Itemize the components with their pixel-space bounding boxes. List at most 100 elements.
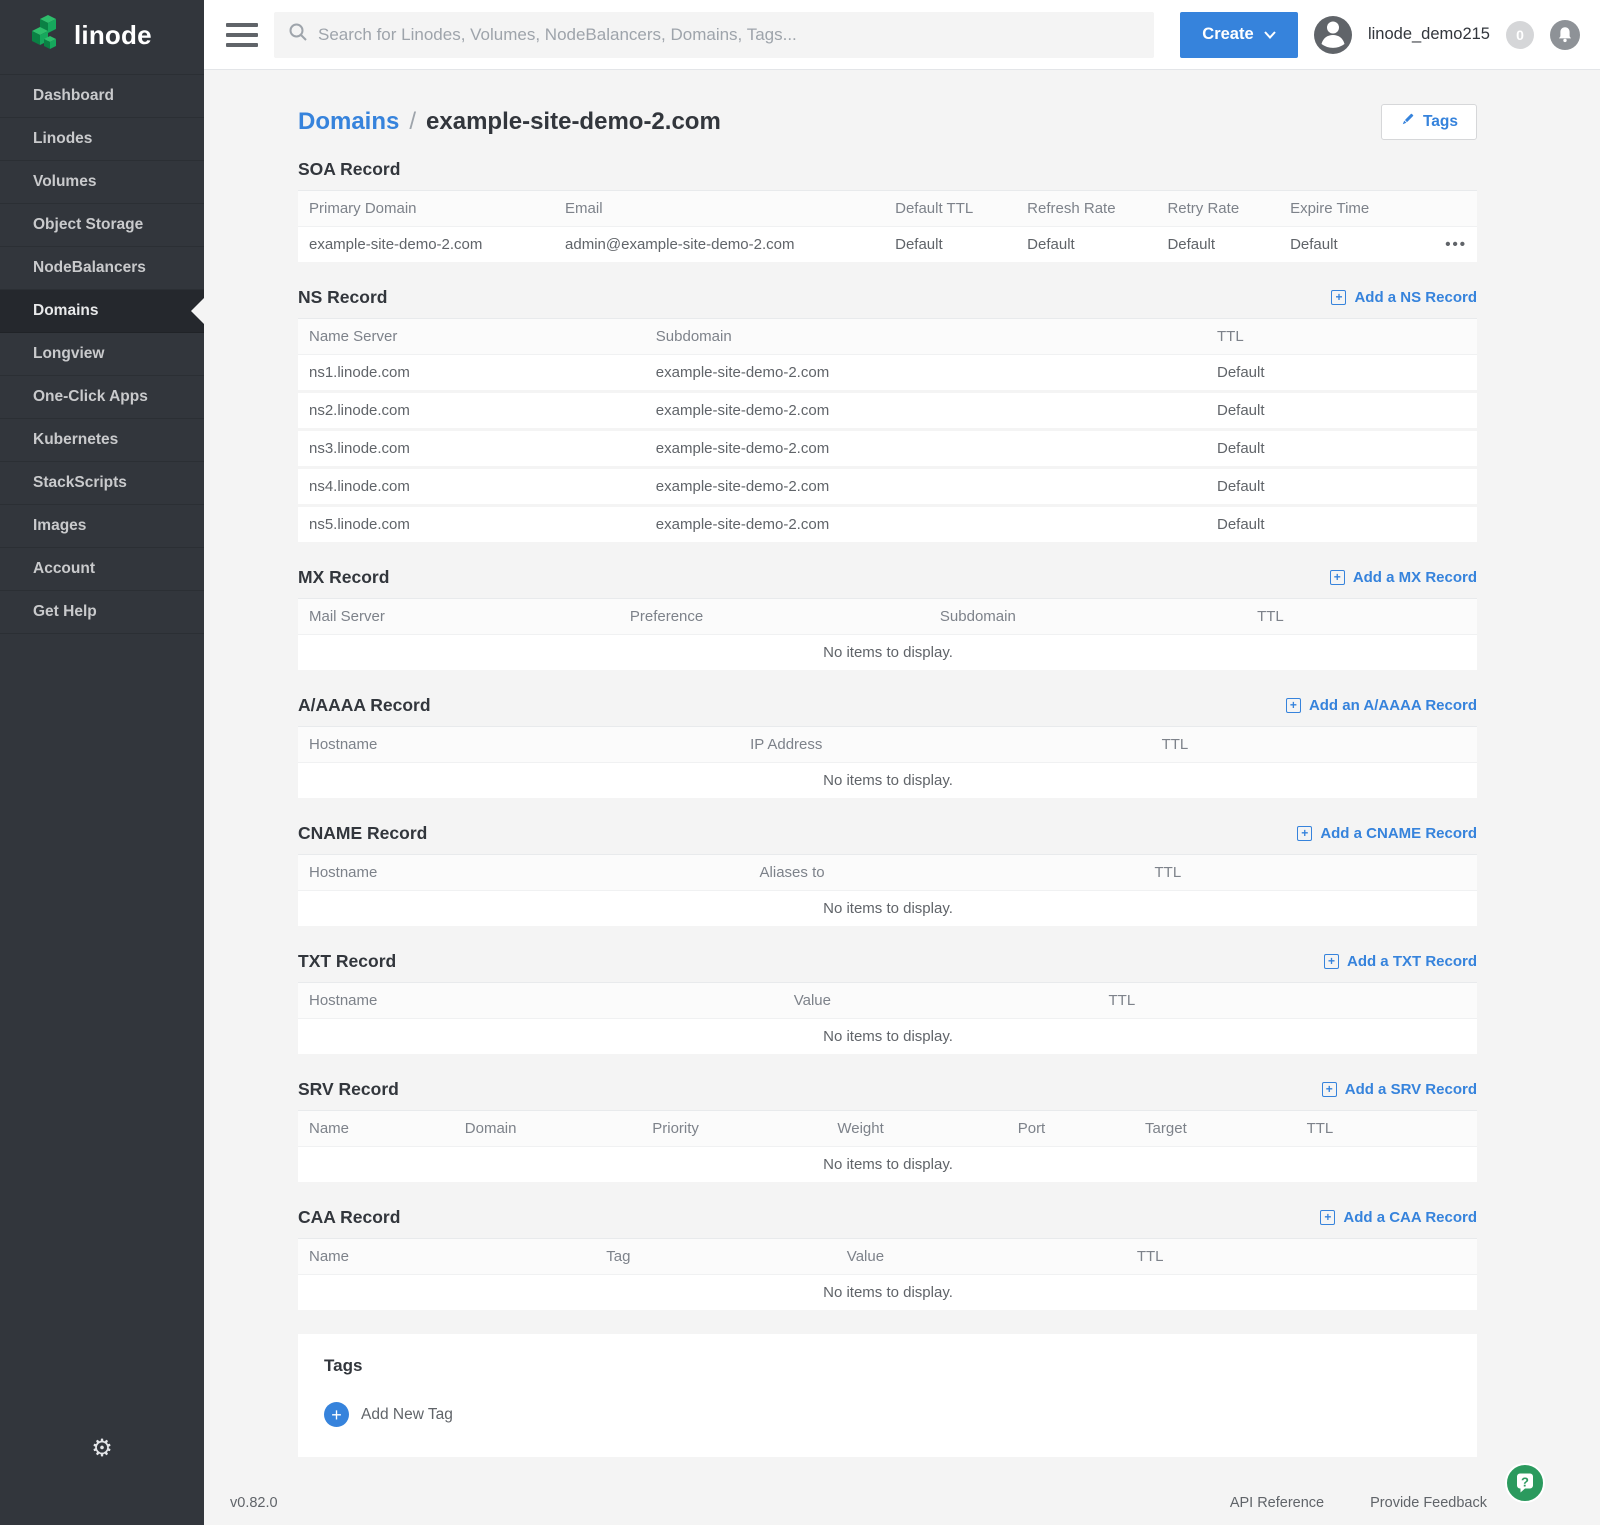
column-header-refresh-rate: Refresh Rate xyxy=(1017,191,1158,227)
sidebar-item-object-storage[interactable]: Object Storage xyxy=(0,204,204,247)
add-ns-record-link[interactable]: + Add a NS Record xyxy=(1331,289,1477,306)
section-title-txt: TXT Record xyxy=(298,950,397,971)
footer: v0.82.0 API Reference Provide Feedback xyxy=(204,1495,1600,1525)
column-header-value: Value xyxy=(783,983,1099,1019)
gear-icon[interactable]: ⚙ xyxy=(91,1435,113,1462)
column-header-hostname: Hostname xyxy=(298,727,741,763)
section-title-ns: NS Record xyxy=(298,286,388,307)
column-header-actions xyxy=(1409,191,1477,227)
search-input[interactable] xyxy=(318,24,1140,45)
section-srv-record: SRV Record + Add a SRV Record Name Domain Pri… xyxy=(298,1076,1477,1182)
person-icon xyxy=(1314,13,1352,56)
column-header-value: Value xyxy=(836,1239,1127,1275)
table-cell: example-site-demo-2.com xyxy=(645,355,1207,390)
section-mx-record: MX Record + Add a MX Record Mail Server Pref… xyxy=(298,564,1477,670)
table-row: example-site-demo-2.com admin@example-sit… xyxy=(298,227,1477,262)
add-cname-record-link[interactable]: + Add a CNAME Record xyxy=(1297,825,1477,842)
column-header-priority: Priority xyxy=(642,1111,828,1147)
breadcrumb-separator: / xyxy=(409,108,417,135)
sidebar-item-nodebalancers[interactable]: NodeBalancers xyxy=(0,247,204,290)
tags-button[interactable]: Tags xyxy=(1380,104,1477,140)
table-cell: ns1.linode.com xyxy=(298,355,646,390)
column-header-weight: Weight xyxy=(827,1111,1008,1147)
user-avatar[interactable] xyxy=(1313,13,1352,56)
section-title-soa: SOA Record xyxy=(298,158,401,179)
help-bubble-icon: ? xyxy=(1505,1463,1545,1506)
linode-logo[interactable]: linode xyxy=(0,0,204,70)
search-icon xyxy=(288,22,308,47)
plus-box-icon: + xyxy=(1297,825,1313,841)
column-header-port: Port xyxy=(1007,1111,1136,1147)
table-row: ns4.linode.com example-site-demo-2.com Def… xyxy=(298,466,1477,504)
sidebar-item-dashboard[interactable]: Dashboard xyxy=(0,74,204,118)
ns-record-table: Name Server Subdomain TTL ns1.linode.com exa… xyxy=(298,318,1477,542)
column-header-ttl: TTL xyxy=(1151,727,1477,763)
breadcrumb-domains-link[interactable]: Domains xyxy=(298,108,400,135)
sidebar-item-stackscripts[interactable]: StackScripts xyxy=(0,462,204,505)
section-cname-record: CNAME Record + Add a CNAME Record Hostname A… xyxy=(298,820,1477,926)
provide-feedback-link[interactable]: Provide Feedback xyxy=(1370,1495,1487,1511)
empty-state-text: No items to display. xyxy=(298,635,1477,670)
tags-card-title: Tags xyxy=(324,1356,363,1375)
sidebar-item-domains[interactable]: Domains xyxy=(0,290,204,333)
sidebar-item-account[interactable]: Account xyxy=(0,548,204,591)
section-ns-record: NS Record + Add a NS Record Name Server Subd… xyxy=(298,284,1477,542)
section-title-srv: SRV Record xyxy=(298,1078,399,1099)
row-actions-menu[interactable]: ••• xyxy=(1409,227,1477,262)
empty-state-text: No items to display. xyxy=(298,1275,1477,1310)
cname-record-table: Hostname Aliases to TTL No items to display… xyxy=(298,854,1477,926)
create-button[interactable]: Create xyxy=(1179,11,1298,58)
add-txt-record-link[interactable]: + Add a TXT Record xyxy=(1323,953,1477,970)
api-reference-link[interactable]: API Reference xyxy=(1229,1495,1325,1511)
column-header-name: Name xyxy=(298,1239,597,1275)
section-aaaa-record: A/AAAA Record + Add an A/AAAA Record Hostna… xyxy=(298,692,1477,798)
svg-text:?: ? xyxy=(1521,1475,1529,1490)
add-caa-record-link[interactable]: + Add a CAA Record xyxy=(1320,1209,1477,1226)
section-title-cname: CNAME Record xyxy=(298,822,428,843)
app-version: v0.82.0 xyxy=(230,1495,278,1511)
help-button[interactable]: ? xyxy=(1505,1463,1545,1503)
hamburger-menu-icon[interactable] xyxy=(226,21,258,49)
column-header-primary-domain: Primary Domain xyxy=(298,191,556,227)
sidebar-item-one-click-apps[interactable]: One-Click Apps xyxy=(0,376,204,419)
sidebar-item-get-help[interactable]: Get Help xyxy=(0,591,204,634)
plus-box-icon: + xyxy=(1331,289,1347,305)
add-srv-record-link[interactable]: + Add a SRV Record xyxy=(1321,1081,1477,1098)
table-cell: ns5.linode.com xyxy=(298,504,646,542)
column-header-email: Email xyxy=(555,191,886,227)
plus-box-icon: + xyxy=(1320,1209,1336,1225)
column-header-hostname: Hostname xyxy=(298,983,784,1019)
table-cell: example-site-demo-2.com xyxy=(645,466,1207,504)
empty-state-text: No items to display. xyxy=(298,763,1477,798)
table-row: ns5.linode.com example-site-demo-2.com Def… xyxy=(298,504,1477,542)
username-label[interactable]: linode_demo215 xyxy=(1367,25,1490,43)
plus-box-icon: + xyxy=(1285,697,1301,713)
notification-bell-icon[interactable] xyxy=(1550,19,1580,50)
sidebar-item-volumes[interactable]: Volumes xyxy=(0,161,204,204)
column-header-mail-server: Mail Server xyxy=(298,599,620,635)
table-cell: admin@example-site-demo-2.com xyxy=(555,227,886,262)
srv-record-table: Name Domain Priority Weight Port Target TTL No … xyxy=(298,1110,1477,1182)
add-new-tag-button[interactable]: + Add New Tag xyxy=(324,1402,453,1427)
column-header-aliases-to: Aliases to xyxy=(749,855,1145,891)
linode-cubes-icon xyxy=(30,14,64,56)
column-header-default-ttl: Default TTL xyxy=(885,191,1018,227)
column-header-ttl: TTL xyxy=(1247,599,1477,635)
table-row: ns1.linode.com example-site-demo-2.com Def… xyxy=(298,355,1477,390)
column-header-ttl: TTL xyxy=(1296,1111,1477,1147)
section-title-caa: CAA Record xyxy=(298,1206,401,1227)
sidebar-item-images[interactable]: Images xyxy=(0,505,204,548)
section-title-mx: MX Record xyxy=(298,566,390,587)
chevron-down-icon xyxy=(1263,25,1276,44)
sidebar-item-kubernetes[interactable]: Kubernetes xyxy=(0,419,204,462)
pencil-icon xyxy=(1400,112,1415,132)
column-header-preference: Preference xyxy=(619,599,930,635)
add-mx-record-link[interactable]: + Add a MX Record xyxy=(1329,569,1477,586)
column-header-domain: Domain xyxy=(454,1111,643,1147)
column-header-ttl: TTL xyxy=(1098,983,1477,1019)
column-header-tag: Tag xyxy=(596,1239,837,1275)
sidebar-item-longview[interactable]: Longview xyxy=(0,333,204,376)
add-aaaa-record-link[interactable]: + Add an A/AAAA Record xyxy=(1285,697,1477,714)
sidebar-item-linodes[interactable]: Linodes xyxy=(0,118,204,161)
table-cell: Default xyxy=(1157,227,1281,262)
